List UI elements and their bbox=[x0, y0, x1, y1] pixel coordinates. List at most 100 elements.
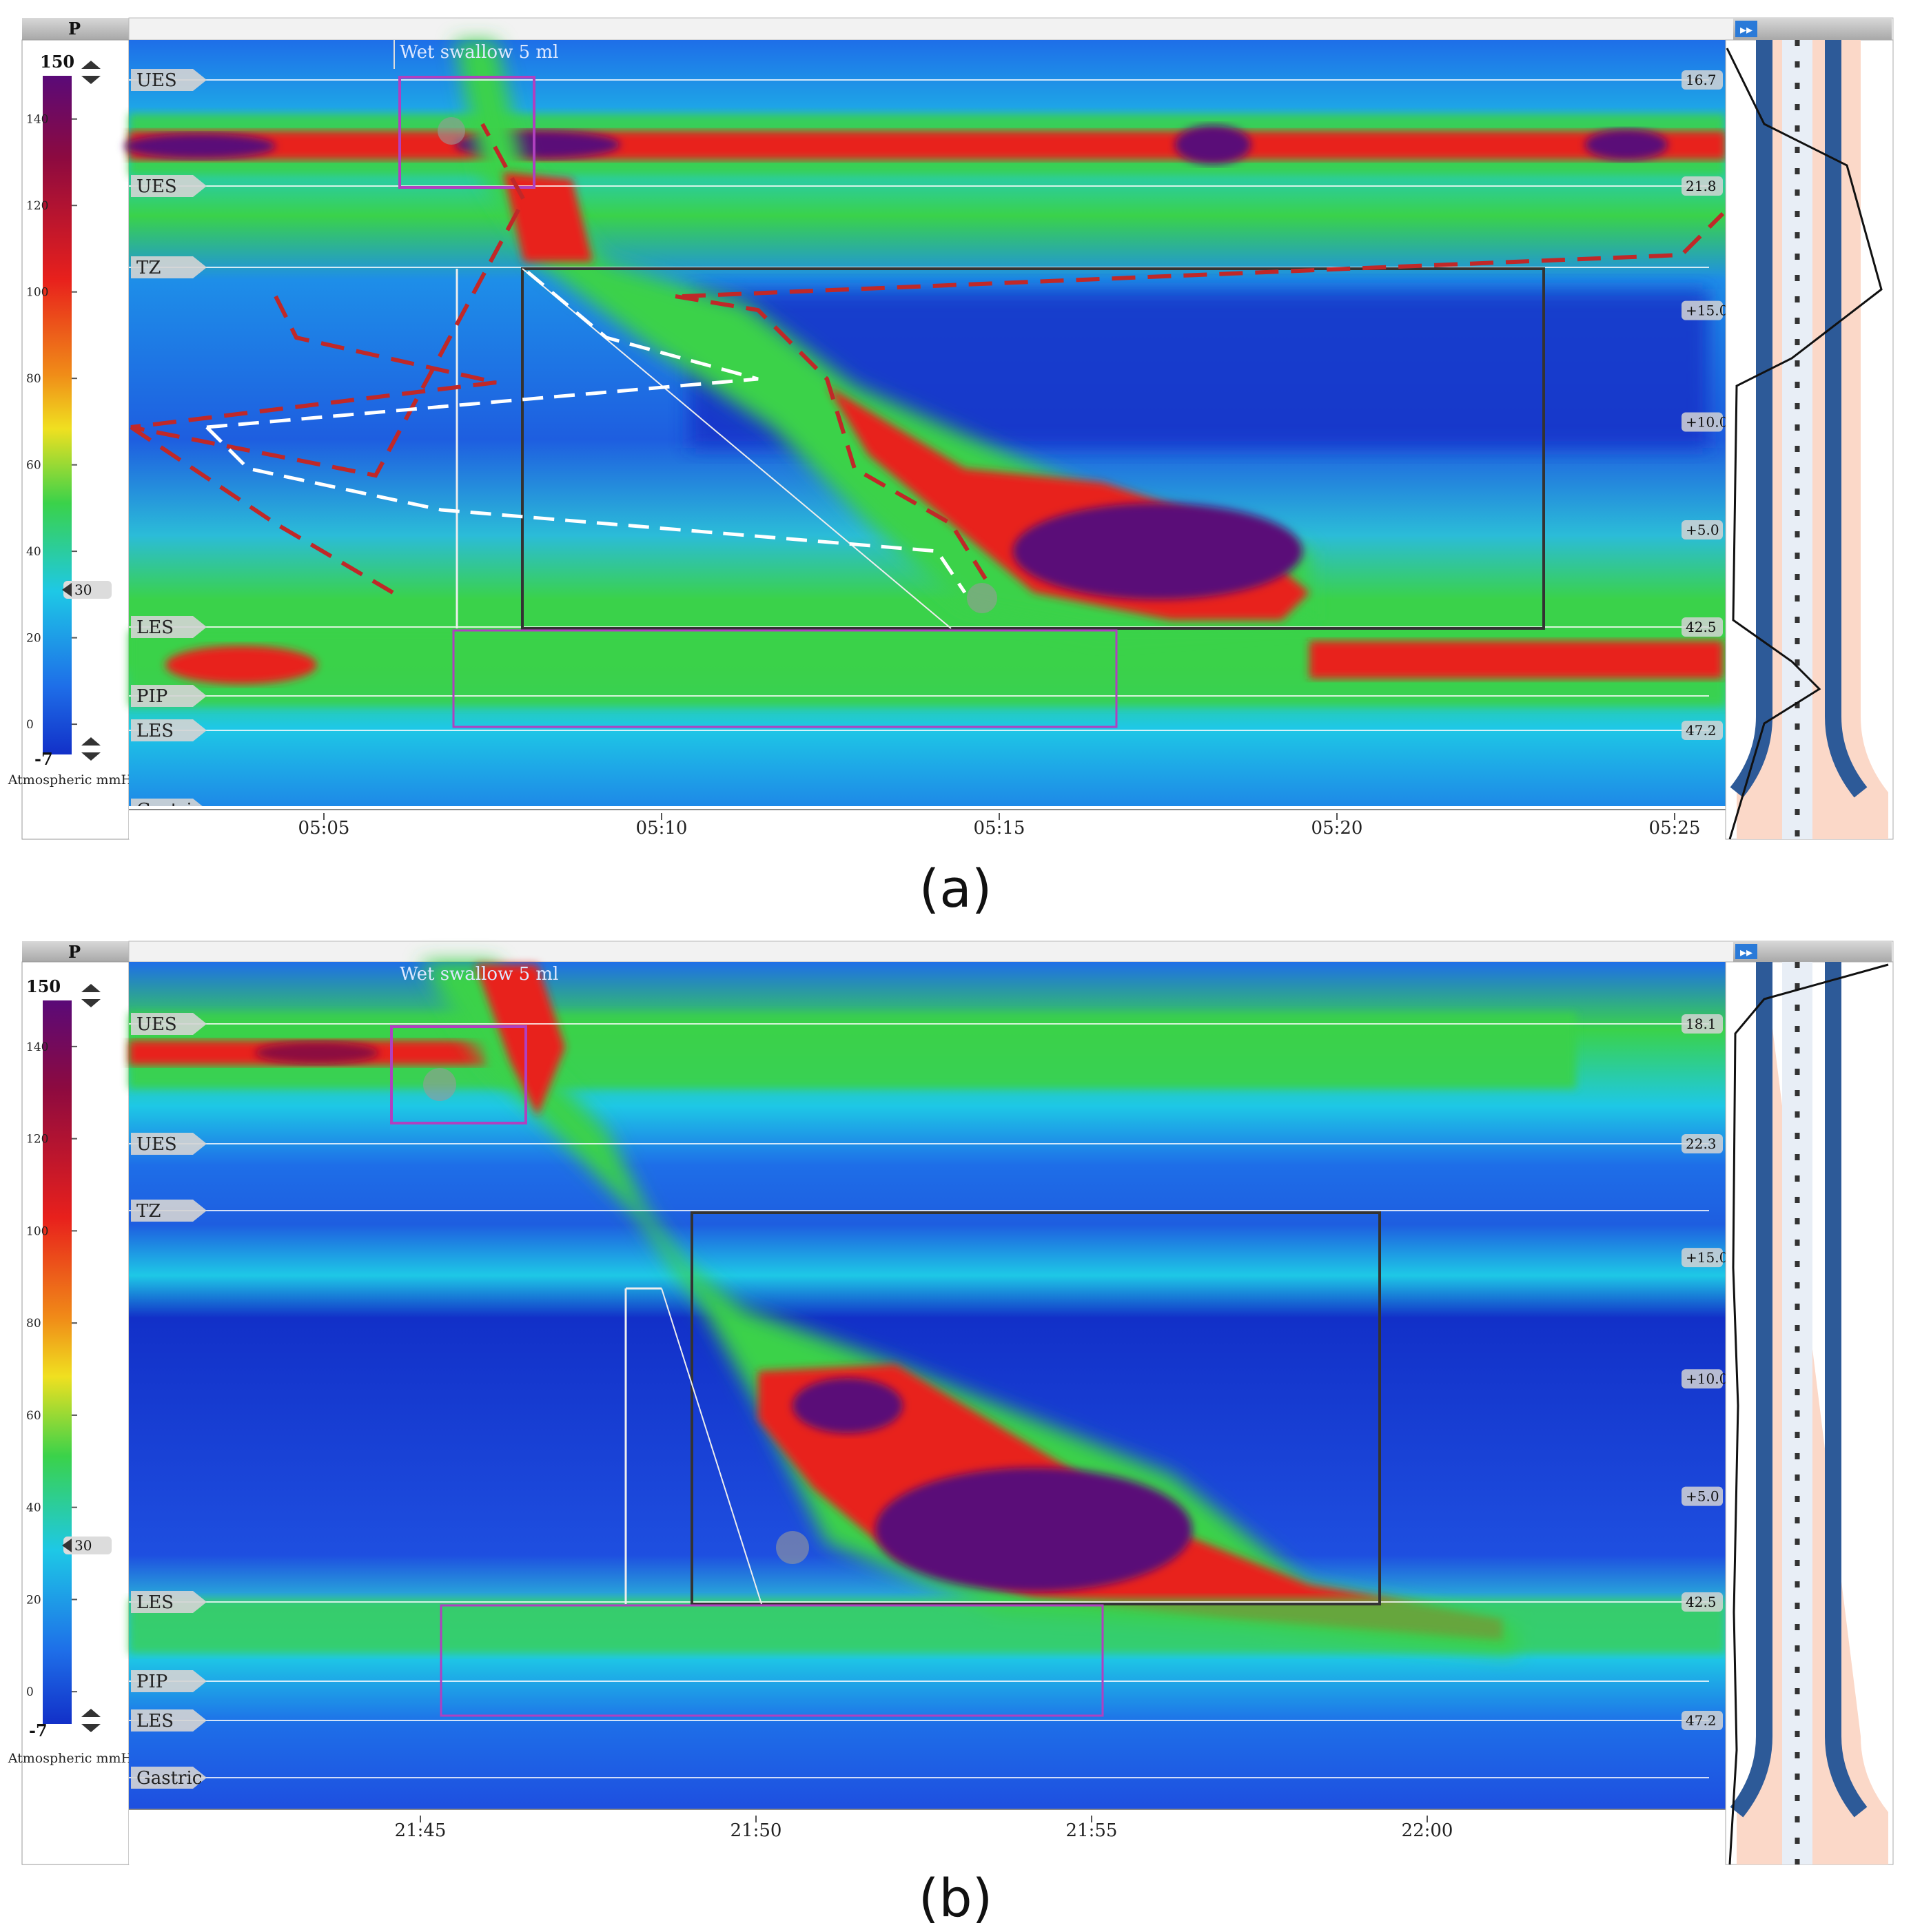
panel-a: P ▸▸ 150 -7 140 120 100 80 60 40 20 0 30 Atmosp… bbox=[0, 0, 1911, 923]
header-p: P bbox=[68, 942, 81, 962]
sensor-tab[interactable] bbox=[131, 175, 207, 197]
depth-label: +15.0 bbox=[1686, 302, 1728, 319]
colorbar-max: 150 bbox=[26, 976, 61, 996]
colorbar-down-icon[interactable] bbox=[81, 999, 101, 1007]
depth-tab bbox=[1682, 721, 1723, 740]
sensor-label: Gastric bbox=[136, 1768, 202, 1789]
depth-label: 42.5 bbox=[1686, 1594, 1717, 1610]
marker-point[interactable] bbox=[776, 1531, 809, 1564]
x-axis-ticks: 21:45 21:50 21:55 22:00 bbox=[395, 1816, 1453, 1841]
colorbar-min: -7 bbox=[34, 749, 53, 769]
contraction-box[interactable] bbox=[691, 1211, 1381, 1605]
les-box[interactable] bbox=[440, 1604, 1104, 1717]
depth-tab bbox=[1682, 176, 1723, 196]
sensor-tab[interactable] bbox=[131, 616, 207, 638]
sensor-label: LES bbox=[136, 721, 174, 741]
threshold-marker-icon[interactable] bbox=[62, 1539, 72, 1552]
threshold-marker-icon[interactable] bbox=[62, 583, 72, 597]
depth-label: +10.0 bbox=[1686, 413, 1728, 430]
colorbar-up-icon[interactable] bbox=[81, 1709, 101, 1717]
x-tick-label: 05:15 bbox=[974, 818, 1025, 839]
panel-a-svg: P ▸▸ 150 -7 140 120 100 80 60 40 20 0 30 Atmosp… bbox=[8, 17, 1894, 840]
sensor-labels: UES UES TZ LES PIP LES Gastric bbox=[131, 1013, 207, 1789]
colorbar-tick-label: 120 bbox=[26, 1133, 48, 1147]
depth-label: 16.7 bbox=[1686, 72, 1717, 88]
contraction-box[interactable] bbox=[521, 267, 1545, 630]
forward-icon[interactable] bbox=[1735, 21, 1757, 37]
depth-tab bbox=[1682, 1592, 1723, 1612]
sensor-tab[interactable] bbox=[131, 685, 207, 707]
sensor-label: UES bbox=[136, 1134, 177, 1155]
dashed-white-trace bbox=[205, 426, 967, 594]
sensor-tab[interactable] bbox=[131, 1133, 207, 1155]
sensor-tab[interactable] bbox=[131, 1709, 207, 1731]
x-tick-label: 21:45 bbox=[395, 1820, 447, 1841]
x-tick-label: 05:05 bbox=[298, 818, 350, 839]
depth-label: 21.8 bbox=[1686, 178, 1717, 194]
colorbar-down-icon[interactable] bbox=[81, 76, 101, 84]
colorbar-tick-label: 80 bbox=[26, 372, 41, 386]
forward-icon[interactable] bbox=[1735, 944, 1757, 959]
depth-tab bbox=[1682, 70, 1723, 90]
depth-tab bbox=[1682, 412, 1723, 432]
depth-tab bbox=[1682, 617, 1723, 637]
colorbar-tick-label: 20 bbox=[26, 632, 41, 646]
sensor-tab[interactable] bbox=[131, 1013, 207, 1035]
colorbar-up-icon[interactable] bbox=[81, 984, 101, 992]
sensor-tab[interactable] bbox=[131, 1767, 207, 1789]
depth-label: +5.0 bbox=[1686, 1488, 1719, 1505]
depth-tab bbox=[1682, 1014, 1723, 1034]
x-tick-label: 05:20 bbox=[1311, 818, 1363, 839]
colorbar-ticks: 140 120 100 80 60 40 20 0 bbox=[26, 1040, 77, 1699]
colorbar-tick-label: 100 bbox=[26, 286, 48, 300]
x-tick-label: 05:10 bbox=[636, 818, 688, 839]
sensor-tab[interactable] bbox=[131, 1670, 207, 1692]
depth-label: 42.5 bbox=[1686, 619, 1717, 635]
les-box[interactable] bbox=[452, 629, 1118, 728]
panel-a-label: (a) bbox=[919, 858, 992, 919]
depth-label: +5.0 bbox=[1686, 522, 1719, 538]
sensor-label: PIP bbox=[136, 686, 167, 707]
colorbar-tick-label: 60 bbox=[26, 459, 41, 473]
sensor-lines bbox=[129, 1023, 1709, 1778]
colorbar-tick-label: 40 bbox=[26, 1501, 41, 1515]
depth-label: +10.0 bbox=[1686, 1370, 1728, 1387]
sensor-label: PIP bbox=[136, 1672, 167, 1692]
heatmap-plot[interactable] bbox=[124, 40, 1726, 839]
colorbar-tick-label: 80 bbox=[26, 1317, 41, 1330]
sensor-tab[interactable] bbox=[131, 256, 207, 278]
depth-tab bbox=[1682, 300, 1723, 320]
depth-label: 22.3 bbox=[1686, 1135, 1717, 1152]
depth-tab bbox=[1682, 1134, 1723, 1153]
colorbar-down-icon[interactable] bbox=[81, 1724, 101, 1732]
sensor-label: UES bbox=[136, 70, 177, 91]
colorbar-ticks: 140 120 100 80 60 40 20 0 bbox=[26, 113, 77, 732]
colorbar-down-icon[interactable] bbox=[81, 752, 101, 761]
colorbar-tick-label: 40 bbox=[26, 545, 41, 559]
sensor-label: UES bbox=[136, 1014, 177, 1035]
colorbar-up-icon[interactable] bbox=[81, 737, 101, 746]
sensor-tab[interactable] bbox=[131, 1200, 207, 1222]
colorbar-tick-label: 120 bbox=[26, 199, 48, 213]
catheter-diagram bbox=[1725, 961, 1894, 1865]
marker-point[interactable] bbox=[438, 117, 465, 145]
depth-tab bbox=[1682, 520, 1723, 540]
colorbar bbox=[43, 1000, 72, 1724]
marker-point[interactable] bbox=[967, 583, 997, 613]
sensor-tab[interactable] bbox=[131, 1591, 207, 1613]
depth-tab bbox=[1682, 1369, 1723, 1389]
colorbar-up-icon[interactable] bbox=[81, 61, 101, 69]
pressure-profile bbox=[1726, 48, 1883, 840]
heatmap-plot[interactable] bbox=[129, 962, 1726, 1809]
marker-point[interactable] bbox=[423, 1068, 456, 1101]
sensor-tab[interactable] bbox=[131, 69, 207, 91]
svg-text:▸▸: ▸▸ bbox=[1740, 23, 1752, 37]
sensor-tab[interactable] bbox=[131, 719, 207, 741]
panel-b-label: (b) bbox=[918, 1867, 993, 1929]
ues-box[interactable] bbox=[390, 1025, 527, 1124]
x-tick-label: 21:55 bbox=[1066, 1820, 1118, 1841]
colorbar-min: -7 bbox=[29, 1720, 48, 1740]
colorbar-tick-label: 0 bbox=[26, 718, 34, 732]
sensor-label: LES bbox=[136, 1711, 174, 1731]
ues-box[interactable] bbox=[398, 76, 535, 189]
